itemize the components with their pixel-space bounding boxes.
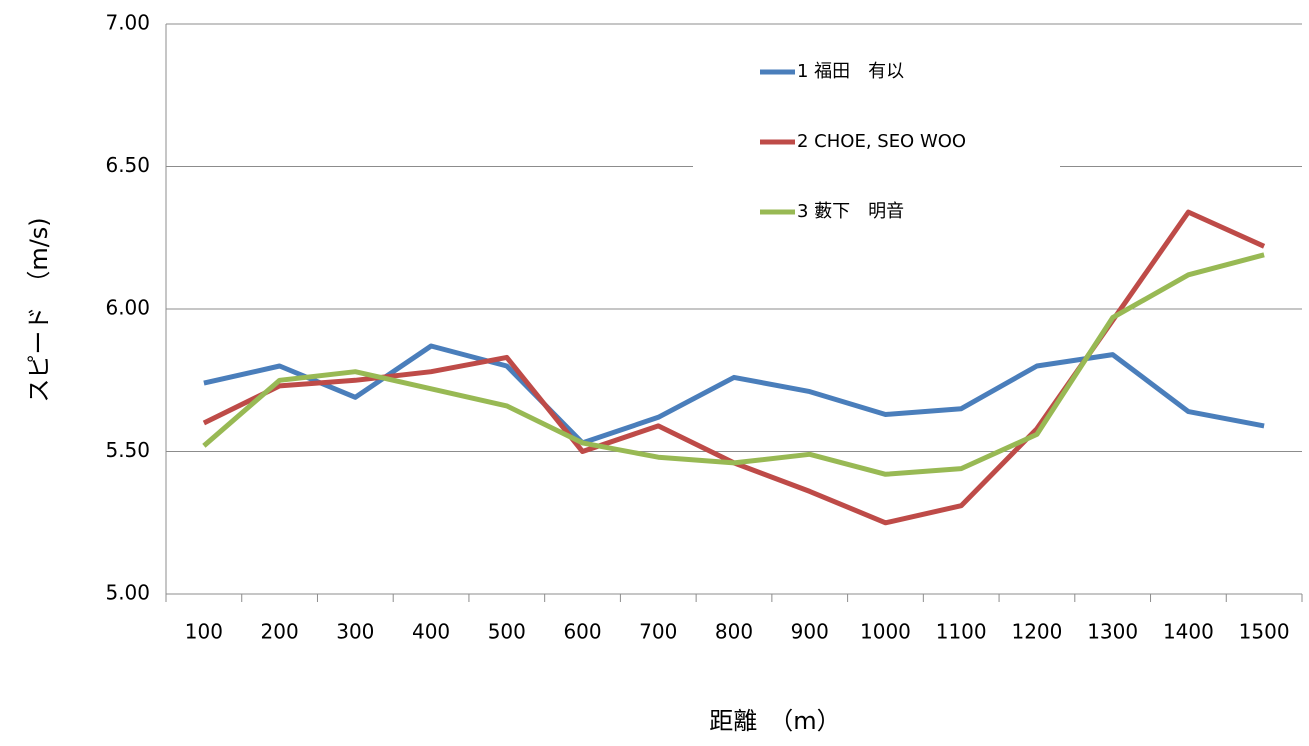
y-tick-label: 7.00 [105, 11, 150, 35]
y-axis-title: スピード （m/s) [25, 217, 53, 402]
series-line [202, 252, 1265, 477]
x-tick-label: 1000 [860, 620, 911, 644]
x-axis-title: 距離 （m） [709, 707, 840, 735]
y-tick-label: 5.50 [105, 438, 150, 462]
x-tick-label: 1200 [1011, 620, 1062, 644]
x-tick-label: 100 [185, 620, 223, 644]
y-tick-label: 6.50 [105, 153, 150, 177]
x-tick-label: 700 [639, 620, 677, 644]
y-tick-label: 5.00 [105, 581, 150, 605]
legend-box [693, 40, 1060, 240]
x-tick-label: 400 [412, 620, 450, 644]
legend-label: 3 藪下 明音 [797, 201, 904, 222]
x-tick-label: 300 [336, 620, 374, 644]
legend-label: 2 CHOE, SEO WOO [797, 131, 966, 152]
series-line [203, 343, 1265, 446]
x-tick-label: 200 [261, 620, 299, 644]
x-tick-label: 500 [488, 620, 526, 644]
x-tick-label: 1300 [1087, 620, 1138, 644]
x-tick-label: 1100 [936, 620, 987, 644]
x-tick-label: 600 [563, 620, 601, 644]
y-tick-label: 6.00 [105, 296, 150, 320]
series-line [202, 209, 1266, 526]
x-tick-label: 900 [791, 620, 829, 644]
legend-label: 1 福田 有以 [797, 61, 904, 82]
x-tick-label: 1500 [1239, 620, 1290, 644]
x-tick-label: 1400 [1163, 620, 1214, 644]
x-tick-label: 800 [715, 620, 753, 644]
